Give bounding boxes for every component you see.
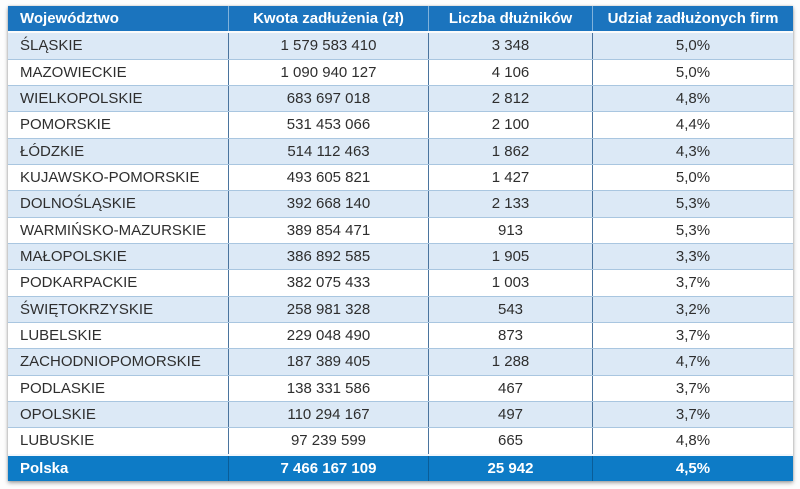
total-debtor-count: 25 942 bbox=[428, 455, 592, 481]
cell-debt-share: 5,0% bbox=[592, 164, 793, 191]
cell-region: MAŁOPOLSKIE bbox=[20, 248, 127, 266]
column-header-debt-amount: Kwota zadłużenia (zł) bbox=[228, 6, 428, 32]
table-row: WIELKOPOLSKIE 683 697 018 2 812 4,8% bbox=[8, 84, 793, 112]
cell-region: ŁÓDZKIE bbox=[20, 142, 85, 160]
cell-debtor-count: 913 bbox=[428, 217, 592, 243]
cell-debt-amount: 382 075 433 bbox=[228, 270, 428, 296]
table-row: DOLNOŚLĄSKIE 392 668 140 2 133 5,3% bbox=[8, 190, 793, 217]
cell-debtor-count: 497 bbox=[428, 401, 592, 428]
table-row: MAŁOPOLSKIE 386 892 585 1 905 3,3% bbox=[8, 242, 793, 270]
cell-debtor-count: 3 348 bbox=[428, 33, 592, 59]
cell-debtor-count: 543 bbox=[428, 296, 592, 322]
table-row: KUJAWSKO-POMORSKIE 493 605 821 1 427 5,0… bbox=[8, 163, 793, 191]
cell-debt-amount: 229 048 490 bbox=[228, 322, 428, 349]
column-header-debt-share: Udział zadłużonych firm bbox=[592, 6, 793, 32]
cell-debt-amount: 389 854 471 bbox=[228, 217, 428, 243]
cell-region: PODKARPACKIE bbox=[20, 274, 138, 292]
cell-debt-amount: 97 239 599 bbox=[228, 428, 428, 454]
table-row: MAZOWIECKIE 1 090 940 127 4 106 5,0% bbox=[8, 58, 793, 85]
cell-region: LUBUSKIE bbox=[20, 432, 95, 450]
cell-region: ŚLĄSKIE bbox=[20, 37, 83, 55]
cell-debt-share: 4,8% bbox=[592, 85, 793, 112]
table-row: ŚLĄSKIE 1 579 583 410 3 348 5,0% bbox=[8, 33, 793, 59]
cell-debtor-count: 467 bbox=[428, 375, 592, 401]
cell-debt-share: 5,3% bbox=[592, 217, 793, 243]
table-row: PODKARPACKIE 382 075 433 1 003 3,7% bbox=[8, 269, 793, 296]
cell-region: ŚWIĘTOKRZYSKIE bbox=[20, 300, 154, 318]
cell-region: DOLNOŚLĄSKIE bbox=[20, 195, 136, 213]
cell-debt-share: 5,0% bbox=[592, 59, 793, 85]
cell-debtor-count: 1 288 bbox=[428, 349, 592, 375]
cell-debtor-count: 4 106 bbox=[428, 59, 592, 85]
cell-region: MAZOWIECKIE bbox=[20, 63, 127, 81]
cell-debtor-count: 1 003 bbox=[428, 270, 592, 296]
cell-debt-share: 4,8% bbox=[592, 428, 793, 454]
cell-region: POMORSKIE bbox=[20, 116, 111, 134]
cell-region: KUJAWSKO-POMORSKIE bbox=[20, 169, 200, 187]
table-row: ŚWIĘTOKRZYSKIE 258 981 328 543 3,2% bbox=[8, 295, 793, 322]
table-row: ŁÓDZKIE 514 112 463 1 862 4,3% bbox=[8, 137, 793, 164]
cell-debt-amount: 531 453 066 bbox=[228, 112, 428, 138]
cell-region: ZACHODNIOPOMORSKIE bbox=[20, 353, 201, 371]
debt-by-voivodeship-table: Województwo Kwota zadłużenia (zł) Liczba… bbox=[8, 6, 793, 481]
cell-debt-amount: 1 090 940 127 bbox=[228, 59, 428, 85]
cell-debt-amount: 138 331 586 bbox=[228, 375, 428, 401]
cell-debtor-count: 873 bbox=[428, 322, 592, 349]
total-debt-amount: 7 466 167 109 bbox=[228, 455, 428, 481]
cell-debt-share: 4,4% bbox=[592, 112, 793, 138]
cell-debt-amount: 683 697 018 bbox=[228, 85, 428, 112]
table-total-row: Polska 7 466 167 109 25 942 4,5% bbox=[8, 453, 793, 481]
total-debt-share: 4,5% bbox=[592, 455, 793, 481]
cell-debt-amount: 258 981 328 bbox=[228, 296, 428, 322]
table-row: LUBELSKIE 229 048 490 873 3,7% bbox=[8, 321, 793, 349]
cell-debt-amount: 187 389 405 bbox=[228, 349, 428, 375]
cell-region: WIELKOPOLSKIE bbox=[20, 90, 143, 108]
cell-debt-share: 5,3% bbox=[592, 191, 793, 217]
cell-debt-amount: 1 579 583 410 bbox=[228, 33, 428, 59]
total-label: Polska bbox=[20, 459, 69, 477]
table-row: POMORSKIE 531 453 066 2 100 4,4% bbox=[8, 111, 793, 138]
cell-debtor-count: 1 862 bbox=[428, 138, 592, 164]
cell-debt-share: 3,3% bbox=[592, 243, 793, 270]
cell-debt-share: 4,3% bbox=[592, 138, 793, 164]
cell-debt-amount: 514 112 463 bbox=[228, 138, 428, 164]
cell-debt-amount: 386 892 585 bbox=[228, 243, 428, 270]
table-header-row: Województwo Kwota zadłużenia (zł) Liczba… bbox=[8, 6, 793, 34]
cell-debt-share: 3,7% bbox=[592, 270, 793, 296]
cell-debtor-count: 1 427 bbox=[428, 164, 592, 191]
cell-region: WARMIŃSKO-MAZURSKIE bbox=[20, 221, 207, 239]
table-row: PODLASKIE 138 331 586 467 3,7% bbox=[8, 374, 793, 401]
cell-debtor-count: 2 812 bbox=[428, 85, 592, 112]
cell-region: LUBELSKIE bbox=[20, 327, 102, 345]
cell-debt-share: 3,7% bbox=[592, 322, 793, 349]
cell-debtor-count: 2 100 bbox=[428, 112, 592, 138]
cell-debt-amount: 110 294 167 bbox=[228, 401, 428, 428]
cell-debtor-count: 2 133 bbox=[428, 191, 592, 217]
cell-debtor-count: 1 905 bbox=[428, 243, 592, 270]
cell-debt-share: 3,7% bbox=[592, 375, 793, 401]
table-row: LUBUSKIE 97 239 599 665 4,8% bbox=[8, 427, 793, 454]
cell-debt-share: 3,7% bbox=[592, 401, 793, 428]
table-row: OPOLSKIE 110 294 167 497 3,7% bbox=[8, 400, 793, 428]
cell-debtor-count: 665 bbox=[428, 428, 592, 454]
cell-debt-amount: 493 605 821 bbox=[228, 164, 428, 191]
table-row: WARMIŃSKO-MAZURSKIE 389 854 471 913 5,3% bbox=[8, 216, 793, 243]
cell-region: OPOLSKIE bbox=[20, 406, 96, 424]
column-header-debtor-count: Liczba dłużników bbox=[428, 6, 592, 32]
table-row: ZACHODNIOPOMORSKIE 187 389 405 1 288 4,7… bbox=[8, 348, 793, 375]
cell-debt-share: 3,2% bbox=[592, 296, 793, 322]
column-header-region: Województwo bbox=[20, 10, 119, 28]
cell-region: PODLASKIE bbox=[20, 379, 106, 397]
cell-debt-share: 4,7% bbox=[592, 349, 793, 375]
cell-debt-share: 5,0% bbox=[592, 33, 793, 59]
cell-debt-amount: 392 668 140 bbox=[228, 191, 428, 217]
